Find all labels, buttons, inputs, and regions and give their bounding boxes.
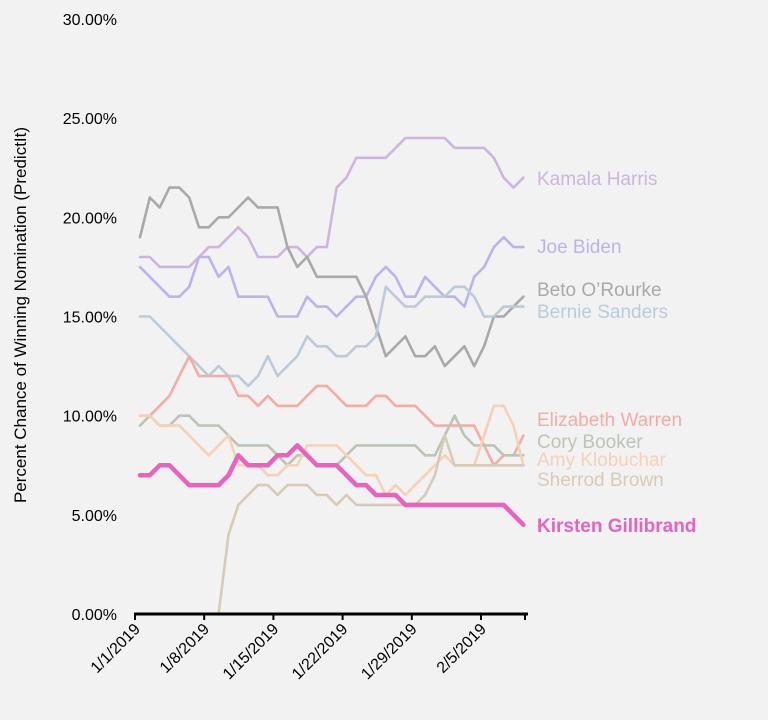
x-tick-label: 1/8/2019 [157, 621, 213, 677]
series-labels: Kamala Harris Joe Biden Beto O’RourkeBerni… [537, 169, 696, 537]
y-tick-label: 30.00% [63, 12, 117, 29]
y-axis-ticks: 0.00% 5.00% 10.00% 15.00% 20.00% 25.00% 30.00% [63, 12, 117, 624]
series-line-kamala-harris [138, 136, 525, 269]
series-label: Bernie Sanders [537, 302, 668, 323]
series-line-joe-biden [138, 235, 525, 318]
series-label: Kamala Harris [537, 169, 657, 190]
x-tick-label: 1/29/2019 [358, 621, 420, 683]
series-label: Beto O’Rourke [537, 280, 662, 301]
series-line-bernie-sanders [138, 285, 525, 388]
series-line-elizabeth-warren [138, 354, 525, 467]
x-axis: 1/1/2019 1/8/2019 1/15/2019 1/22/2019 1/29/2… [88, 612, 528, 683]
series-line-beto-o-rourke [138, 186, 525, 368]
y-tick-label: 15.00% [63, 310, 117, 327]
series-line-sherrod-brown [138, 434, 525, 616]
series-label: Elizabeth Warren [537, 410, 682, 431]
y-axis-title: Percent Chance of Winning Nomination (Pr… [11, 127, 30, 503]
x-tick-label: 1/15/2019 [220, 621, 282, 683]
x-tick-label: 1/22/2019 [289, 621, 351, 683]
series-line-cory-booker [138, 414, 525, 467]
series-line-kirsten-gillibrand [137, 443, 526, 528]
series-label: Kirsten Gillibrand [537, 516, 696, 537]
x-tick-label: 2/5/2019 [434, 621, 490, 677]
y-tick-label: 25.00% [63, 111, 117, 128]
series-label: Cory Booker [537, 432, 643, 453]
series-label: Sherrod Brown [537, 470, 664, 491]
y-tick-label: 0.00% [72, 607, 117, 624]
y-tick-label: 20.00% [63, 210, 117, 227]
y-tick-label: 10.00% [63, 409, 117, 426]
series-lines [137, 136, 526, 616]
y-tick-label: 5.00% [72, 508, 117, 525]
series-label: Amy Klobuchar [537, 450, 667, 471]
series-label: Joe Biden [537, 237, 622, 258]
series-line-amy-klobuchar [138, 404, 525, 497]
x-tick-label: 1/1/2019 [88, 621, 144, 677]
